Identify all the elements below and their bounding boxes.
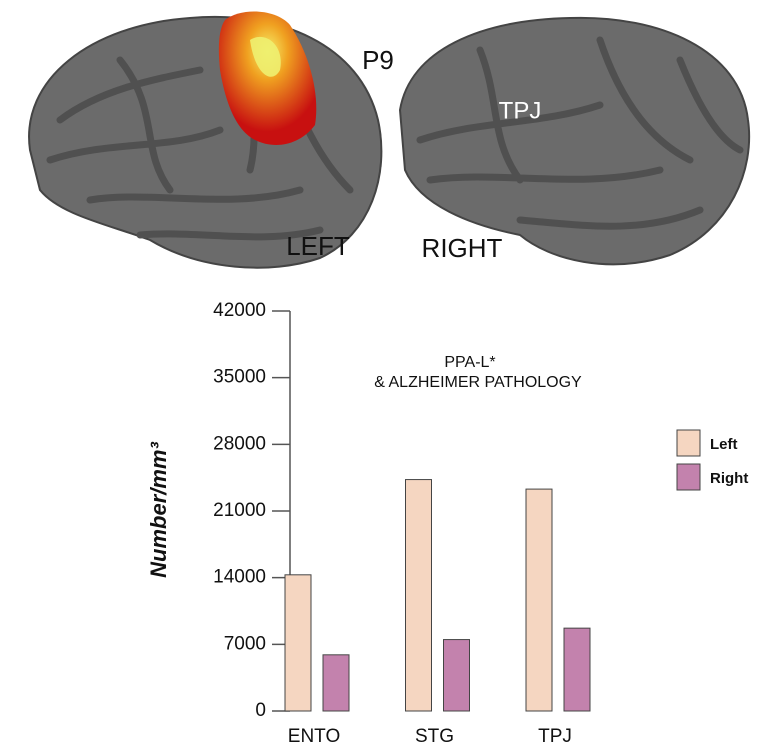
y-tick-label: 7000 — [224, 633, 266, 654]
hemisphere-label: LEFT — [286, 231, 350, 261]
y-tick-label: 0 — [255, 700, 266, 721]
legend-label: Right — [710, 470, 748, 487]
y-tick-label: 42000 — [213, 300, 266, 321]
bar — [525, 488, 553, 712]
left-brain — [28, 11, 383, 269]
region-label: P9 — [362, 45, 394, 75]
hemisphere-label: RIGHT — [422, 233, 503, 263]
chart-title: PPA-L* — [444, 354, 495, 371]
y-tick-label: 21000 — [213, 500, 266, 521]
bar — [563, 627, 591, 712]
x-tick-label: STG — [415, 726, 454, 747]
legend-swatch — [676, 463, 701, 491]
right-brain — [398, 16, 751, 266]
x-tick-label: ENTO — [288, 726, 340, 747]
y-tick-label: 14000 — [213, 567, 266, 588]
bar — [284, 574, 312, 712]
bar — [443, 639, 470, 712]
y-tick-label: 35000 — [213, 367, 266, 388]
y-tick-label: 28000 — [213, 433, 266, 454]
region-label: TPJ — [499, 97, 542, 124]
y-axis-label: Number/mm³ — [146, 441, 171, 577]
legend-label: Left — [710, 436, 738, 453]
bar — [322, 654, 350, 712]
bar — [405, 479, 432, 712]
chart-subtitle: & ALZHEIMER PATHOLOGY — [374, 374, 582, 391]
legend-swatch — [676, 429, 701, 457]
x-tick-label: TPJ — [538, 726, 572, 747]
